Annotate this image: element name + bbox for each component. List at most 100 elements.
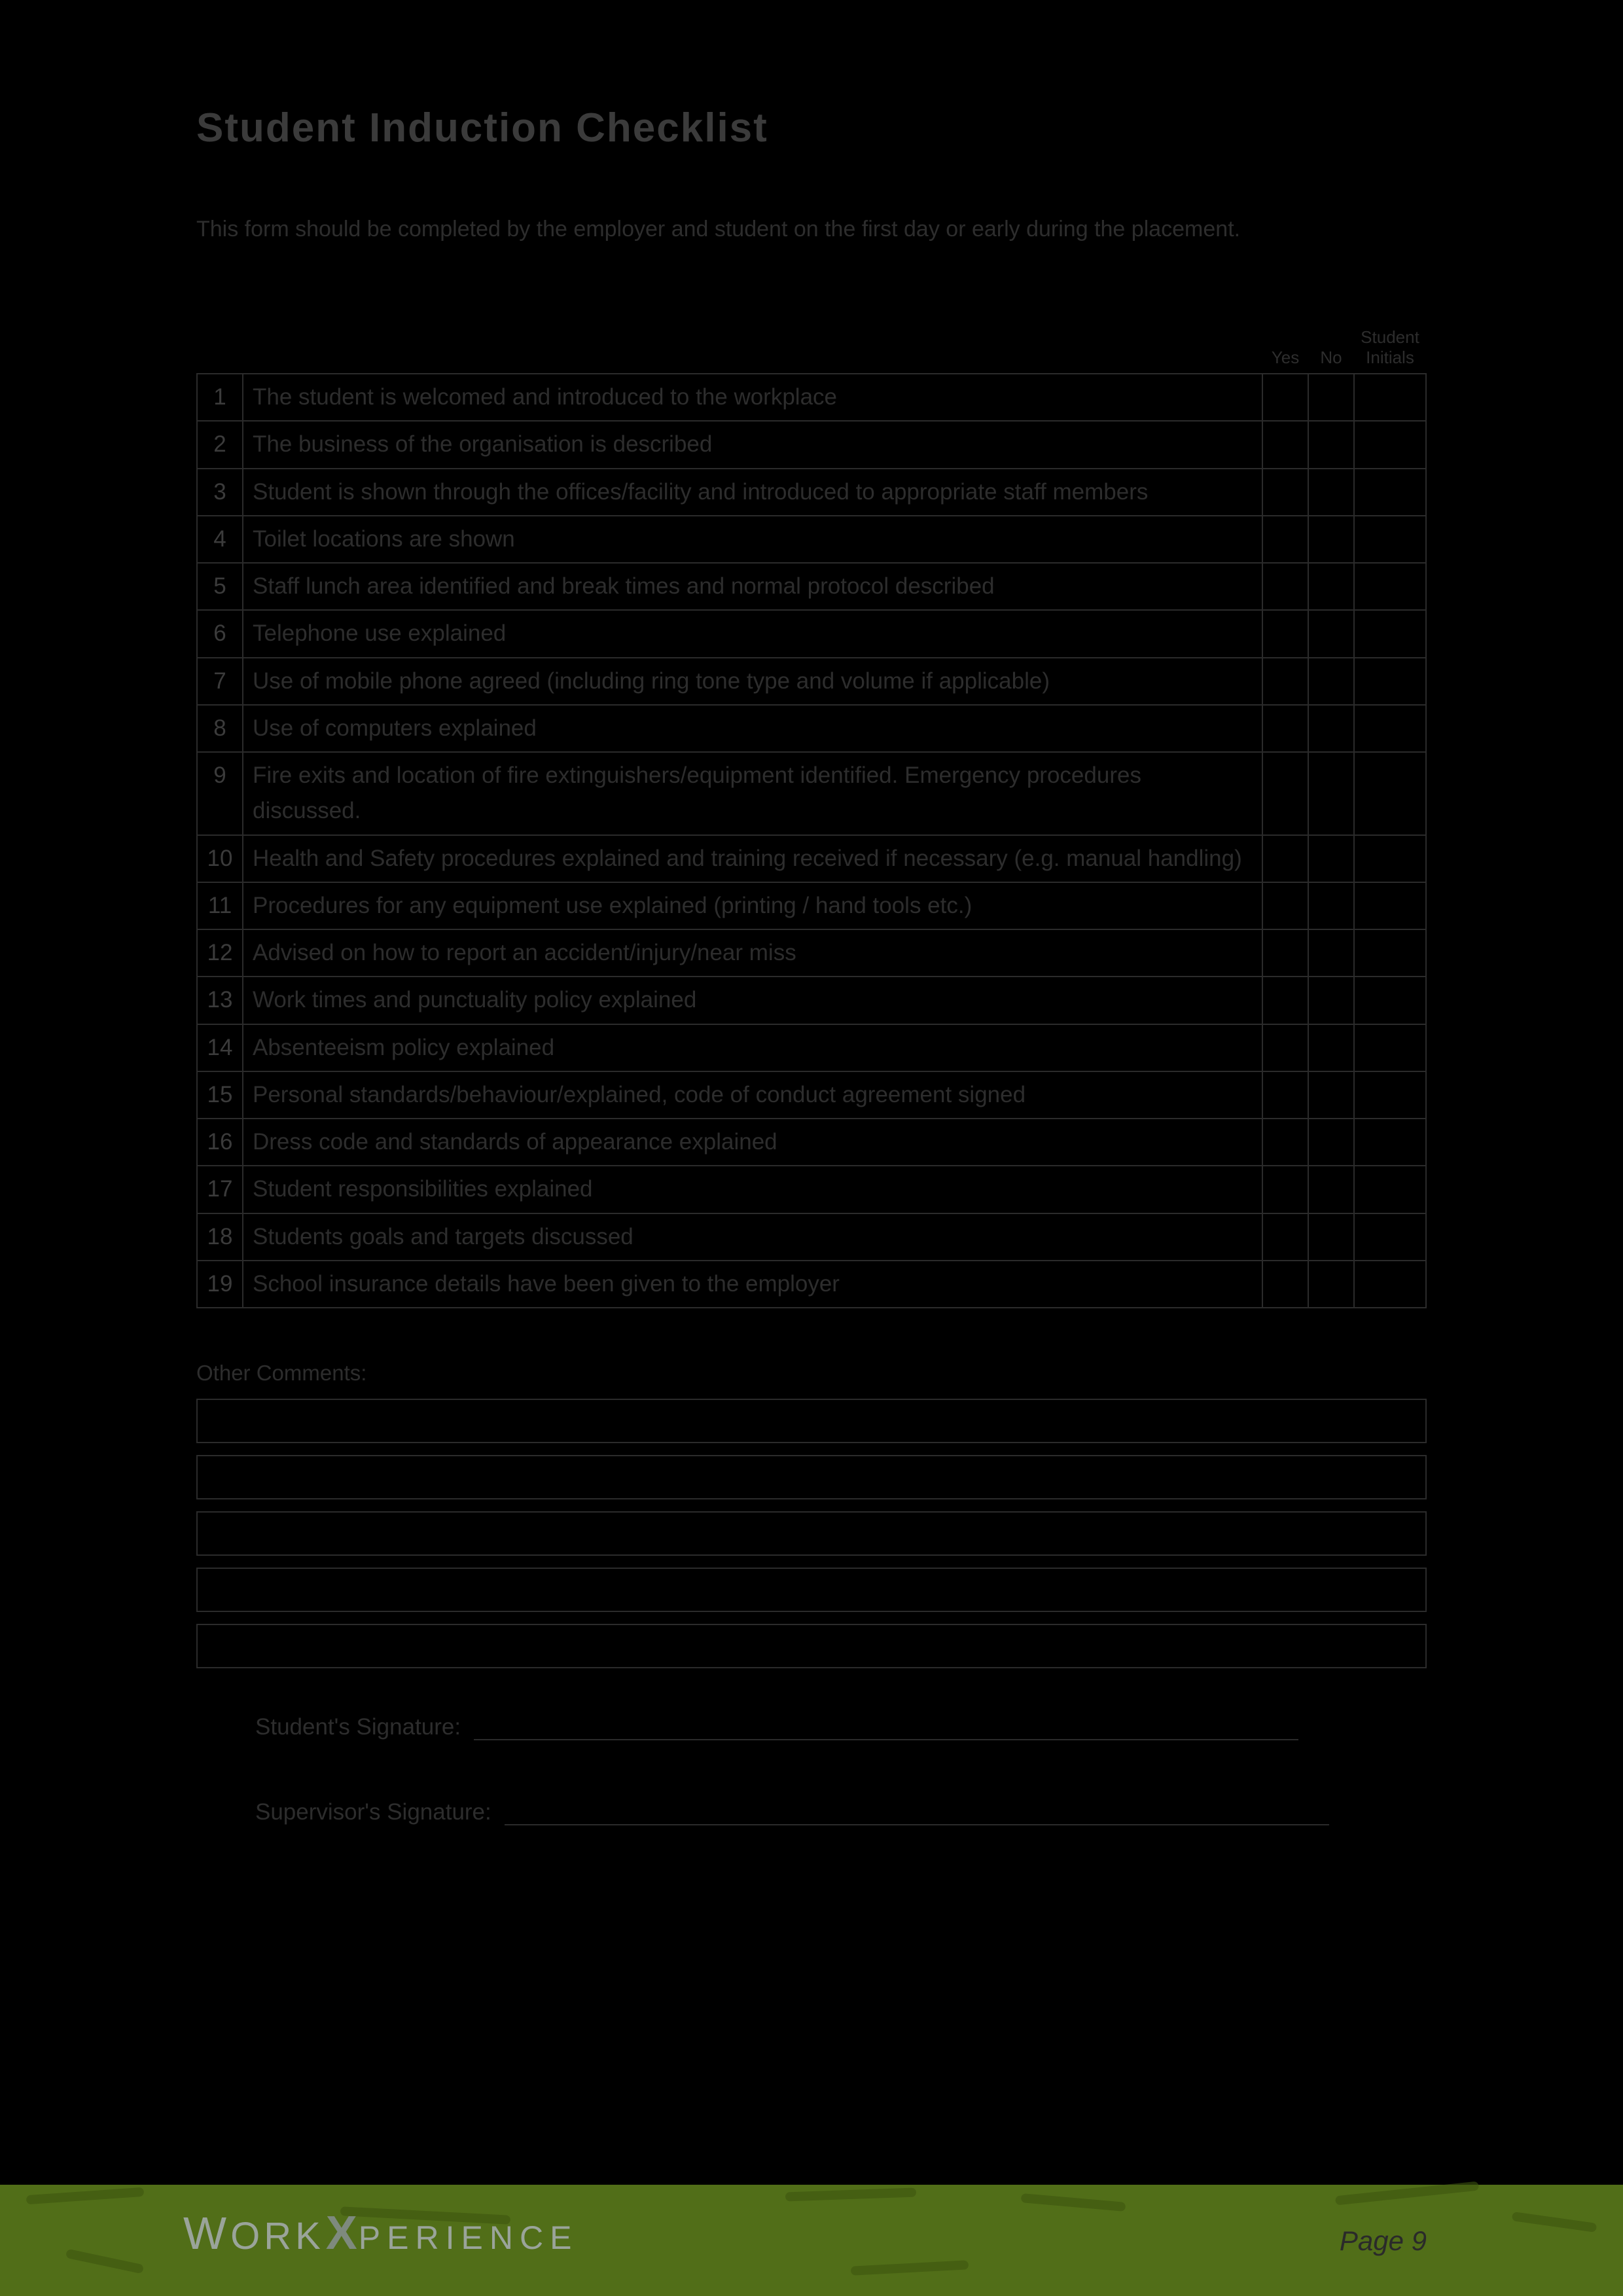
- no-cell[interactable]: [1308, 752, 1354, 835]
- row-description: Student is shown through the offices/fac…: [243, 469, 1262, 516]
- row-description: Work times and punctuality policy explai…: [243, 977, 1262, 1024]
- initials-cell[interactable]: [1354, 563, 1426, 610]
- comment-line[interactable]: [196, 1399, 1427, 1443]
- initials-cell[interactable]: [1354, 1166, 1426, 1213]
- initials-cell[interactable]: [1354, 516, 1426, 563]
- page-container: Student Induction Checklist This form sh…: [0, 0, 1623, 2296]
- table-row: 18Students goals and targets discussed: [197, 1213, 1426, 1261]
- initials-cell[interactable]: [1354, 610, 1426, 657]
- comment-line[interactable]: [196, 1568, 1427, 1612]
- no-cell[interactable]: [1308, 469, 1354, 516]
- no-cell[interactable]: [1308, 1166, 1354, 1213]
- no-cell[interactable]: [1308, 1119, 1354, 1166]
- initials-cell[interactable]: [1354, 882, 1426, 929]
- no-cell[interactable]: [1308, 835, 1354, 882]
- col-header-initials: Initials: [1354, 348, 1426, 374]
- yes-cell[interactable]: [1262, 610, 1308, 657]
- no-cell[interactable]: [1308, 563, 1354, 610]
- no-cell[interactable]: [1308, 929, 1354, 977]
- yes-cell[interactable]: [1262, 469, 1308, 516]
- no-cell[interactable]: [1308, 421, 1354, 468]
- initials-cell[interactable]: [1354, 1024, 1426, 1071]
- row-number: 3: [197, 469, 243, 516]
- student-signature-label: Student's Signature:: [255, 1714, 461, 1740]
- initials-cell[interactable]: [1354, 1071, 1426, 1119]
- yes-cell[interactable]: [1262, 835, 1308, 882]
- col-header-initials-top: Student: [1354, 327, 1426, 348]
- row-number: 4: [197, 516, 243, 563]
- initials-cell[interactable]: [1354, 1261, 1426, 1308]
- row-description: Use of computers explained: [243, 705, 1262, 752]
- yes-cell[interactable]: [1262, 705, 1308, 752]
- supervisor-signature-line[interactable]: [505, 1799, 1329, 1825]
- row-description: The student is welcomed and introduced t…: [243, 374, 1262, 421]
- logo-separator-x: X: [326, 2206, 357, 2260]
- yes-cell[interactable]: [1262, 563, 1308, 610]
- comment-line[interactable]: [196, 1511, 1427, 1556]
- row-number: 8: [197, 705, 243, 752]
- initials-cell[interactable]: [1354, 752, 1426, 835]
- no-cell[interactable]: [1308, 374, 1354, 421]
- row-number: 2: [197, 421, 243, 468]
- no-cell[interactable]: [1308, 658, 1354, 705]
- yes-cell[interactable]: [1262, 882, 1308, 929]
- row-number: 15: [197, 1071, 243, 1119]
- initials-cell[interactable]: [1354, 469, 1426, 516]
- no-cell[interactable]: [1308, 882, 1354, 929]
- logo-word-perience: PERIENCE: [359, 2219, 579, 2257]
- no-cell[interactable]: [1308, 705, 1354, 752]
- yes-cell[interactable]: [1262, 1024, 1308, 1071]
- row-description: Health and Safety procedures explained a…: [243, 835, 1262, 882]
- row-description: Students goals and targets discussed: [243, 1213, 1262, 1261]
- yes-cell[interactable]: [1262, 1071, 1308, 1119]
- initials-cell[interactable]: [1354, 705, 1426, 752]
- yes-cell[interactable]: [1262, 658, 1308, 705]
- row-number: 6: [197, 610, 243, 657]
- initials-cell[interactable]: [1354, 421, 1426, 468]
- comment-line[interactable]: [196, 1455, 1427, 1499]
- yes-cell[interactable]: [1262, 752, 1308, 835]
- no-cell[interactable]: [1308, 1213, 1354, 1261]
- checklist-table: Student Yes No Initials 1The student is …: [196, 327, 1427, 1308]
- no-cell[interactable]: [1308, 1261, 1354, 1308]
- table-row: 4Toilet locations are shown: [197, 516, 1426, 563]
- initials-cell[interactable]: [1354, 658, 1426, 705]
- yes-cell[interactable]: [1262, 421, 1308, 468]
- no-cell[interactable]: [1308, 610, 1354, 657]
- row-number: 5: [197, 563, 243, 610]
- student-signature-line[interactable]: [474, 1714, 1298, 1740]
- table-row: 3Student is shown through the offices/fa…: [197, 469, 1426, 516]
- yes-cell[interactable]: [1262, 374, 1308, 421]
- no-cell[interactable]: [1308, 1024, 1354, 1071]
- no-cell[interactable]: [1308, 516, 1354, 563]
- row-description: Telephone use explained: [243, 610, 1262, 657]
- table-row: 16Dress code and standards of appearance…: [197, 1119, 1426, 1166]
- yes-cell[interactable]: [1262, 1261, 1308, 1308]
- student-signature-row: Student's Signature:: [255, 1714, 1427, 1740]
- row-description: The business of the organisation is desc…: [243, 421, 1262, 468]
- yes-cell[interactable]: [1262, 1213, 1308, 1261]
- yes-cell[interactable]: [1262, 977, 1308, 1024]
- row-number: 16: [197, 1119, 243, 1166]
- row-number: 17: [197, 1166, 243, 1213]
- comments-label: Other Comments:: [196, 1361, 1427, 1386]
- table-row: 14Absenteeism policy explained: [197, 1024, 1426, 1071]
- no-cell[interactable]: [1308, 1071, 1354, 1119]
- initials-cell[interactable]: [1354, 835, 1426, 882]
- row-description: Staff lunch area identified and break ti…: [243, 563, 1262, 610]
- row-description: Use of mobile phone agreed (including ri…: [243, 658, 1262, 705]
- initials-cell[interactable]: [1354, 1213, 1426, 1261]
- initials-cell[interactable]: [1354, 374, 1426, 421]
- initials-cell[interactable]: [1354, 977, 1426, 1024]
- yes-cell[interactable]: [1262, 1166, 1308, 1213]
- yes-cell[interactable]: [1262, 1119, 1308, 1166]
- yes-cell[interactable]: [1262, 929, 1308, 977]
- initials-cell[interactable]: [1354, 1119, 1426, 1166]
- initials-cell[interactable]: [1354, 929, 1426, 977]
- yes-cell[interactable]: [1262, 516, 1308, 563]
- comment-line[interactable]: [196, 1624, 1427, 1668]
- table-row: 8Use of computers explained: [197, 705, 1426, 752]
- no-cell[interactable]: [1308, 977, 1354, 1024]
- row-number: 14: [197, 1024, 243, 1071]
- table-row: 5Staff lunch area identified and break t…: [197, 563, 1426, 610]
